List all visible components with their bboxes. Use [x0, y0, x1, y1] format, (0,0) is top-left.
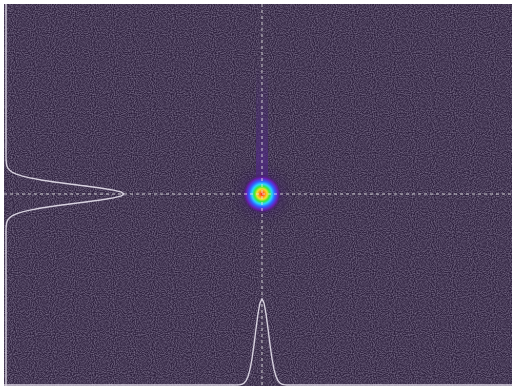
- beam-image-canvas[interactable]: [4, 4, 512, 386]
- horizontal-axis-intensity-profile: [4, 297, 512, 386]
- beam-profile-viewer[interactable]: [4, 4, 512, 386]
- vertical-axis-intensity-profile: [5, 4, 126, 386]
